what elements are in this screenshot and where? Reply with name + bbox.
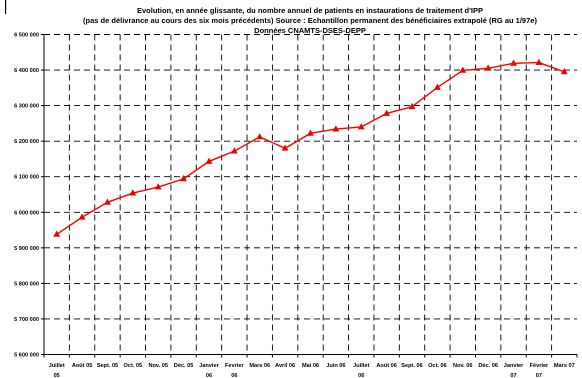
y-tick-label: 6 200 000 — [14, 139, 39, 145]
data-point — [357, 123, 365, 130]
y-tick-label: 6 100 000 — [14, 175, 39, 181]
x-tick-label: Juillet — [353, 363, 369, 369]
data-point — [230, 147, 238, 154]
y-tick-label: 6 500 000 — [14, 33, 39, 39]
x-tick-label: Nov. 06 — [453, 363, 472, 369]
y-tick-label: 5 900 000 — [14, 246, 39, 252]
x-tick-label: Avril 06 — [275, 363, 295, 369]
data-point — [408, 102, 416, 110]
data-point — [180, 175, 187, 182]
x-tick-label: 06 — [206, 373, 212, 378]
x-tick-label: Déc. 06 — [478, 363, 498, 369]
x-tick-label: Janvier — [504, 363, 524, 369]
data-point — [78, 213, 86, 220]
y-tick-label: 5 600 000 — [14, 353, 39, 359]
data-point — [256, 133, 264, 140]
data-point — [332, 125, 340, 132]
x-tick-label: Mai 06 — [302, 363, 319, 369]
x-tick-label: Août 05 — [72, 363, 93, 369]
x-tick-label: 07 — [510, 373, 516, 378]
data-point — [281, 144, 289, 151]
axes — [43, 34, 577, 355]
data-point — [510, 59, 517, 66]
y-tick-label: 5 700 000 — [14, 317, 39, 323]
x-tick-label: 06 — [358, 373, 364, 378]
series-line-0 — [56, 61, 565, 235]
data-point — [484, 64, 492, 71]
x-tick-label: Janvier — [199, 363, 219, 369]
chart-title-line-2: (pas de délivrance au cours des six mois… — [83, 16, 537, 25]
data-point — [307, 129, 314, 136]
x-tick-label: Oct. 06 — [428, 363, 447, 369]
data-point — [104, 198, 111, 205]
x-tick-label: 06 — [231, 373, 237, 378]
x-tick-label: Juin 06 — [326, 363, 345, 369]
gridlines — [44, 34, 577, 355]
x-tick-label: Sept. 06 — [401, 363, 422, 369]
x-tick-label: Août 06 — [376, 363, 397, 369]
data-point — [459, 66, 467, 73]
x-tick-label: Oct. 05 — [124, 363, 143, 369]
x-tick-label: Déc. 05 — [174, 363, 194, 369]
x-tick-label: Février — [530, 363, 549, 369]
y-tick-label: 5 800 000 — [14, 281, 39, 287]
data-point — [560, 68, 568, 75]
data-point — [129, 189, 137, 196]
y-tick-label: 6 400 000 — [14, 68, 39, 74]
series-layer — [53, 58, 568, 237]
x-tick-label: Sept. 05 — [97, 363, 118, 369]
y-axis-ticks: 5 600 000 5 700 000 5 800 000 5 900 000 6 00… — [14, 33, 44, 359]
x-tick-label: Juillet — [49, 363, 65, 369]
left-edge-mark — [5, 0, 7, 14]
chart-title-line-1: Evolution, en année glissante, du nombre… — [137, 6, 483, 15]
y-tick-label: 6 300 000 — [14, 104, 39, 110]
data-point — [383, 109, 391, 116]
x-tick-label: Mars 07 — [554, 363, 575, 369]
x-tick-label: Mars 06 — [249, 363, 270, 369]
data-point — [535, 58, 543, 65]
chart-title: Evolution, en année glissante, du nombre… — [83, 6, 537, 35]
data-point — [205, 157, 213, 164]
data-point — [154, 183, 162, 190]
x-tick-label: 05 — [54, 373, 60, 378]
x-tick-label: Nov. 05 — [148, 363, 167, 369]
x-tick-label: Fevrier — [225, 363, 244, 369]
data-point — [53, 230, 61, 237]
data-point — [434, 83, 441, 90]
x-tick-label: 07 — [536, 373, 542, 378]
x-axis-ticks: Juillet 05 Août 05 Sept. 05 Oct. 05 Nov. 05 Dé… — [43, 354, 578, 378]
y-tick-label: 6 000 000 — [14, 210, 39, 216]
chart-title-line-3: Données CNAMTS-DSES-DEPP — [254, 26, 366, 35]
